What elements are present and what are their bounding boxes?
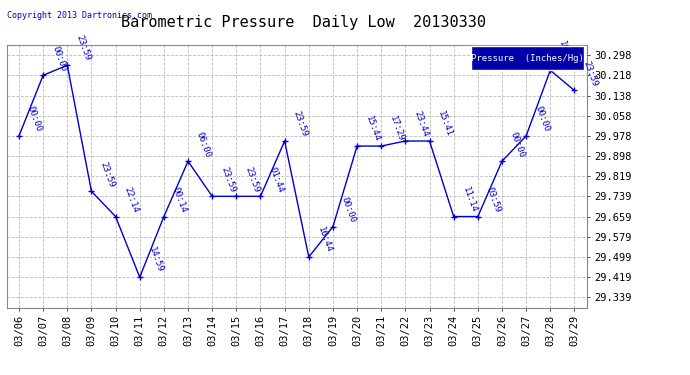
Text: 00:00: 00:00 [533, 105, 551, 133]
Text: 15:41: 15:41 [437, 110, 454, 138]
Bar [471, 46, 584, 70]
Text: 23:59: 23:59 [292, 110, 309, 138]
Text: 06:00: 06:00 [195, 130, 213, 159]
Text: 23:59: 23:59 [75, 34, 92, 62]
Text: 17:29: 17:29 [388, 115, 406, 143]
Text: 00:00: 00:00 [340, 195, 357, 224]
Text: 23:59: 23:59 [244, 165, 261, 194]
Text: 16:44: 16:44 [558, 39, 575, 68]
Text: 00:00: 00:00 [50, 44, 68, 72]
Text: 23:59: 23:59 [582, 59, 599, 88]
Text: 00:00: 00:00 [509, 130, 526, 159]
Text: 23:59: 23:59 [99, 160, 116, 189]
Text: 11:14: 11:14 [461, 185, 478, 214]
Text: Pressure  (Inches/Hg): Pressure (Inches/Hg) [471, 54, 584, 63]
Text: 00:00: 00:00 [26, 105, 43, 133]
Text: 16:44: 16:44 [316, 226, 333, 254]
Text: 01:44: 01:44 [268, 165, 285, 194]
Text: Copyright 2013 Dartronics.com: Copyright 2013 Dartronics.com [7, 11, 152, 20]
Text: 00:14: 00:14 [171, 185, 188, 214]
Text: 14:59: 14:59 [147, 246, 164, 274]
Text: 15:44: 15:44 [364, 115, 382, 143]
Text: Barometric Pressure  Daily Low  20130330: Barometric Pressure Daily Low 20130330 [121, 15, 486, 30]
Text: 22:14: 22:14 [123, 185, 140, 214]
Text: 03:59: 03:59 [485, 185, 502, 214]
Text: 23:59: 23:59 [219, 165, 237, 194]
Text: 23:44: 23:44 [413, 110, 430, 138]
